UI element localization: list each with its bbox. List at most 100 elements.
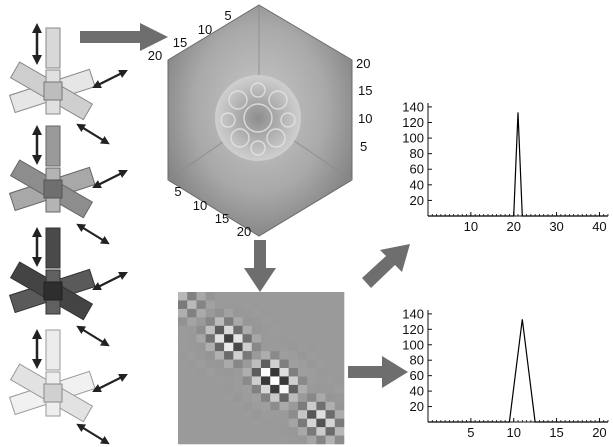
filter-pixel [307, 300, 317, 310]
filter-pixel [279, 292, 289, 301]
filter-pixel [196, 342, 206, 352]
filter-pixel [187, 435, 197, 445]
filter-pixel [224, 292, 234, 301]
filter-pixel [307, 308, 317, 318]
filter-pixel [187, 317, 197, 327]
filter-pixel [233, 342, 243, 352]
arrow-right-top [80, 23, 168, 51]
filter-pixel [288, 351, 299, 360]
filter-pixel [307, 351, 317, 360]
filter-pixel [261, 384, 271, 394]
filter-pixel [297, 427, 308, 436]
capsid-facets [220, 82, 296, 156]
filter-pixel [297, 325, 308, 335]
filter-pixel [307, 317, 317, 327]
cube-tick-top-left: 15 [173, 35, 187, 50]
filter-pixel [196, 300, 206, 310]
filter-pixel [316, 418, 326, 428]
x-tick-label: 10 [506, 425, 520, 440]
filter-pixel [224, 308, 234, 318]
filter-pixel [261, 359, 271, 369]
filter-pixel [178, 368, 188, 377]
filter-pixel [270, 359, 280, 369]
filter-pixel [187, 393, 197, 403]
filter-pixel [325, 435, 336, 445]
filter-pixel [270, 435, 280, 445]
filter-pixel [196, 317, 206, 327]
filter-pixel [334, 359, 345, 369]
diagonal-double-arrow-2b [76, 223, 110, 245]
filter-pixel [288, 376, 299, 386]
filter-pixel [178, 317, 188, 327]
filter-pixel [307, 427, 317, 436]
filter-pixel [297, 435, 308, 445]
filter-pixel [270, 401, 280, 411]
volume-cube: 5 10 15 20 20 15 10 5 5 10 15 20 [148, 4, 372, 239]
filter-pixel [187, 376, 197, 386]
filter-pixel [279, 418, 289, 428]
filter-pixel [187, 308, 197, 318]
filter-pixel [316, 401, 326, 411]
filter-pixel [288, 317, 299, 327]
filter-pixel [334, 401, 345, 411]
filter-pixel [242, 317, 253, 327]
filter-pixel [316, 368, 326, 377]
filter-pixel [297, 308, 308, 318]
filter-pixel [205, 427, 216, 436]
filter-pixel [316, 393, 326, 403]
filter-pixel [214, 334, 225, 343]
filter-pixel [205, 418, 216, 428]
filter-pixel [316, 292, 326, 301]
filter-pixel [270, 317, 280, 327]
arrow-down-center [244, 240, 276, 292]
cross-glyph-2 [8, 125, 96, 219]
cube-tick-top-left: 10 [198, 22, 212, 37]
filter-pixel [270, 418, 280, 428]
filter-pixel [251, 384, 262, 394]
filter-pixel [196, 410, 206, 419]
y-tick-label: 100 [402, 131, 424, 146]
filter-pixel [307, 292, 317, 301]
filter-pixel [297, 300, 308, 310]
filter-pixel [261, 376, 271, 386]
filter-pixel [196, 351, 206, 360]
filter-pixel [251, 410, 262, 419]
filter-pixel [261, 300, 271, 310]
cross-glyph-1 [8, 27, 96, 121]
cube-tick-top-left: 5 [224, 8, 231, 23]
x-tick-label: 10 [464, 219, 478, 234]
filter-pixel [187, 334, 197, 343]
filter-pixel [288, 359, 299, 369]
filter-pixel [325, 384, 336, 394]
y-tick-label: 140 [402, 306, 424, 321]
filter-pixel [288, 334, 299, 343]
filter-pixel [325, 317, 336, 327]
cube-tick-bottom-left: 20 [237, 224, 251, 239]
filter-pixel [214, 410, 225, 419]
filter-pixel [205, 351, 216, 360]
filter-pixel [224, 334, 234, 343]
filter-pixel [196, 376, 206, 386]
filter-pixel [316, 384, 326, 394]
filter-image [178, 292, 345, 445]
filter-pixel [178, 351, 188, 360]
filter-pixel [178, 359, 188, 369]
cube-tick-right: 20 [356, 56, 370, 71]
filter-pixel [297, 334, 308, 343]
filter-pixel [316, 308, 326, 318]
y-tick-label: 20 [410, 193, 424, 208]
filter-pixel [297, 393, 308, 403]
filter-pixel [279, 393, 289, 403]
arrow-right-bottom [348, 356, 408, 388]
filter-pixel [316, 351, 326, 360]
filter-pixel [196, 359, 206, 369]
filter-pixel [334, 325, 345, 335]
filter-pixel [307, 342, 317, 352]
filter-pixel [279, 342, 289, 352]
filter-pixel [205, 300, 216, 310]
filter-pixel [187, 401, 197, 411]
filter-pixel [224, 342, 234, 352]
filter-pixel [270, 292, 280, 301]
filter-pixel [214, 401, 225, 411]
